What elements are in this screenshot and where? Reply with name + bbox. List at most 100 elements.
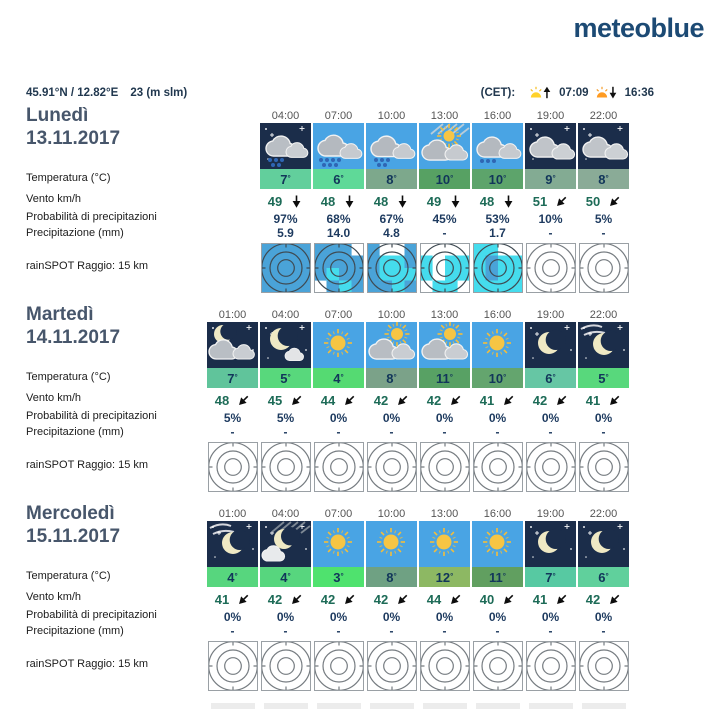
wind-speed-value: 42 <box>320 591 336 607</box>
precip-amount-value: 1.7 <box>489 225 506 240</box>
temperature-value: 4 ° <box>207 567 258 587</box>
precip-amount-value: - <box>442 225 447 240</box>
wind-speed-value: 48 <box>214 392 230 408</box>
temperature-value: 8 ° <box>578 169 629 189</box>
time-label: 10:00 <box>377 507 406 520</box>
temperature-value: 11 ° <box>472 567 523 587</box>
wind-speed-value: 42 <box>585 591 601 607</box>
precip-amount-value: - <box>283 623 288 638</box>
clipped-cell <box>475 703 520 709</box>
sunrise-icon <box>529 86 553 99</box>
wind-direction-icon <box>449 195 462 208</box>
time-label: 13:00 <box>430 308 459 321</box>
wind-direction-icon <box>237 593 250 606</box>
day-section: Martedì 14.11.2017 Temperatura (°C) Vent… <box>0 304 726 492</box>
empty-cell <box>207 226 258 239</box>
day-name: Mercoledì <box>26 503 115 524</box>
rainspot-icon <box>578 442 629 492</box>
time-label: 22:00 <box>589 109 618 122</box>
clipped-cell <box>210 703 255 709</box>
precip-amount-value: 5.9 <box>277 225 294 240</box>
wind-speed-value: 45 <box>267 392 283 408</box>
clear-day-icon <box>366 521 417 567</box>
precip-amount-value: - <box>548 623 553 638</box>
wind-speed-value: 40 <box>479 591 495 607</box>
wind-speed-value: 42 <box>267 591 283 607</box>
meteoblue-logo[interactable]: meteoblue <box>573 13 704 43</box>
wind-cell: 48 <box>472 191 523 211</box>
precip-probability-value: 0% <box>488 609 507 624</box>
rainspot-icon <box>207 641 258 691</box>
rainspot-icon <box>366 442 417 492</box>
coordinates-text: 45.91°N / 12.82°E <box>26 86 119 99</box>
precip-amount-value: 4.8 <box>383 225 400 240</box>
clear-day-icon <box>313 521 364 567</box>
wind-direction-icon <box>555 593 568 606</box>
wind-direction-icon <box>555 394 568 407</box>
wind-speed-value: 41 <box>585 392 601 408</box>
wind-speed-value: 44 <box>320 392 336 408</box>
rainspot-icon <box>578 641 629 691</box>
wind-cell: 40 <box>472 589 523 609</box>
empty-cell <box>207 109 258 122</box>
rainspot-icon <box>472 641 523 691</box>
wind-direction-icon <box>343 593 356 606</box>
row-label-rainspot: rainSPOT Raggio: 15 km <box>26 658 149 670</box>
precip-amount-value: - <box>548 424 553 439</box>
wind-speed-value: 51 <box>532 193 548 209</box>
precip-probability-value: 5% <box>223 410 242 425</box>
time-label: 19:00 <box>536 109 565 122</box>
wind-direction-icon <box>290 593 303 606</box>
wind-direction-icon <box>396 593 409 606</box>
wind-cell: 51 <box>525 191 576 211</box>
rainspot-icon <box>260 243 311 293</box>
clipped-cell <box>263 703 308 709</box>
wind-cell: 41 <box>207 589 258 609</box>
row-label-temperature: Temperatura (°C) <box>26 172 111 184</box>
sunset-icon <box>595 86 619 99</box>
wind-direction-icon <box>396 195 409 208</box>
row-label-wind: Vento km/h <box>26 193 82 205</box>
night-clouds-moon-icon <box>207 322 258 368</box>
temperature-value: 9 ° <box>525 169 576 189</box>
wind-direction-icon <box>396 394 409 407</box>
wind-direction-icon <box>343 394 356 407</box>
sunrise-time: 07:09 <box>559 86 589 99</box>
day-date: 14.11.2017 <box>26 327 121 348</box>
temperature-value: 6 ° <box>313 169 364 189</box>
drizzle-day-icon <box>472 123 523 169</box>
rainspot-icon <box>313 641 364 691</box>
row-label-rainspot: rainSPOT Raggio: 15 km <box>26 260 149 272</box>
temperature-value: 4 ° <box>313 368 364 388</box>
precip-amount-value: - <box>601 424 606 439</box>
wind-direction-icon <box>237 394 250 407</box>
rainspot-icon <box>313 442 364 492</box>
wind-speed-value: 49 <box>426 193 442 209</box>
row-label-precip-amount: Precipitazione (mm) <box>26 426 124 438</box>
time-label: 04:00 <box>271 109 300 122</box>
precip-probability-value: 0% <box>594 410 613 425</box>
wind-speed-value: 50 <box>585 193 601 209</box>
clear-day-icon <box>419 521 470 567</box>
wind-direction-icon <box>608 593 621 606</box>
next-row-clipped <box>207 703 629 709</box>
row-label-wind: Vento km/h <box>26 591 82 603</box>
temperature-value: 7 ° <box>207 368 258 388</box>
temperature-value: 8 ° <box>366 368 417 388</box>
rainspot-icon <box>313 243 364 293</box>
wind-direction-icon <box>555 195 568 208</box>
rainspot-icon <box>419 243 470 293</box>
time-label: 22:00 <box>589 308 618 321</box>
rainspot-icon <box>472 442 523 492</box>
precip-probability-value: 0% <box>488 410 507 425</box>
wind-direction-icon <box>608 195 621 208</box>
precip-probability-value: 10% <box>538 211 563 226</box>
rainspot-icon <box>366 243 417 293</box>
temperature-value: 6 ° <box>578 567 629 587</box>
row-label-temperature: Temperatura (°C) <box>26 371 111 383</box>
wind-cell: 42 <box>313 589 364 609</box>
precip-probability-value: 0% <box>223 609 242 624</box>
wind-cell: 42 <box>366 589 417 609</box>
temperature-value: 3 ° <box>313 567 364 587</box>
precip-amount-value: - <box>601 623 606 638</box>
